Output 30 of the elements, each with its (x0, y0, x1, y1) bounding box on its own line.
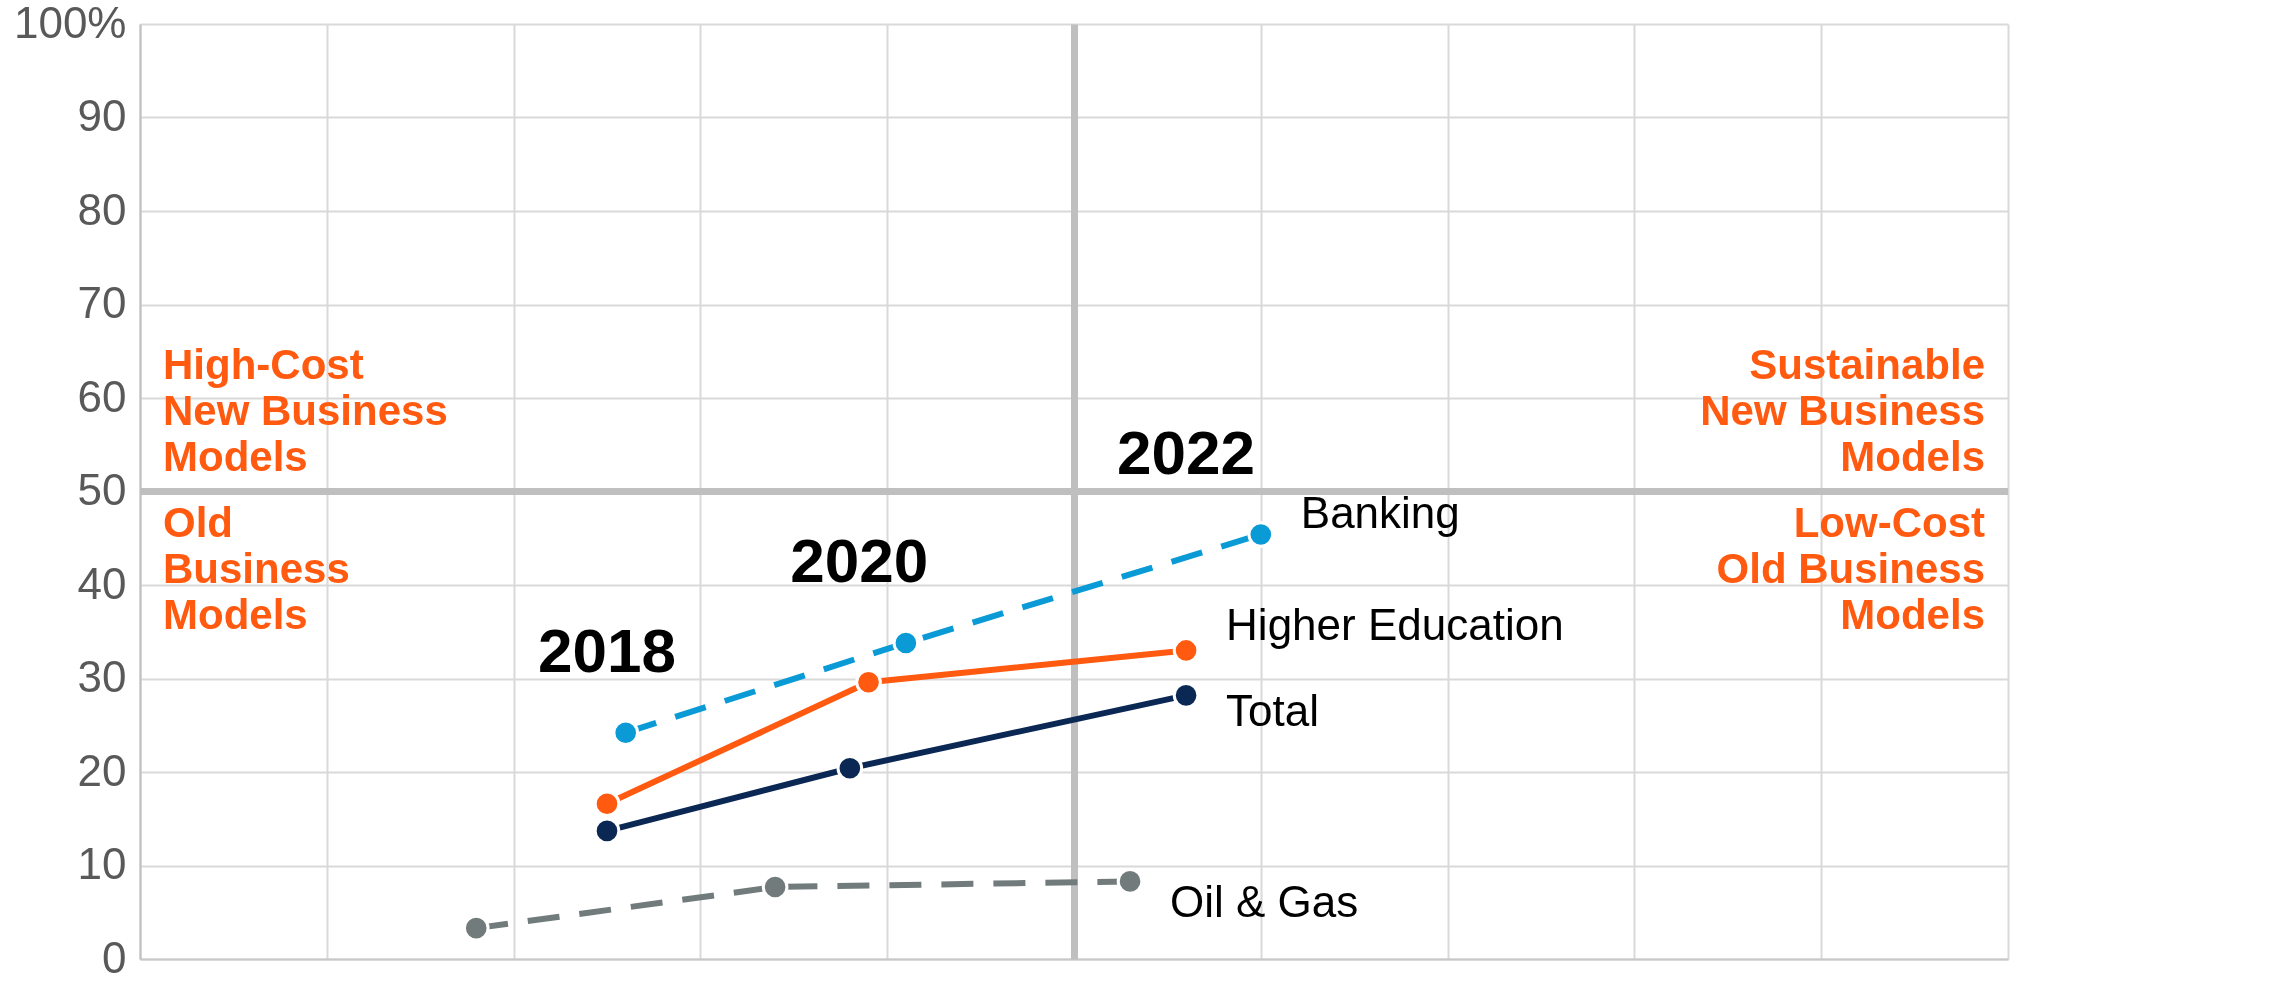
point (462, 914, 490, 942)
y-tick-label: 20 (77, 745, 127, 795)
y-tick-label: 50 (77, 465, 127, 514)
series-label: Banking (1300, 487, 1460, 537)
y-tick-label: 80 (77, 184, 127, 234)
point (892, 629, 920, 657)
y-tick-label: 40 (77, 558, 127, 608)
point (1247, 521, 1275, 548)
point (1172, 637, 1200, 664)
annotation: 2022 (1117, 417, 1256, 487)
y-tick-label: 30 (77, 652, 127, 701)
annotation: Old Business Models (163, 498, 350, 638)
annotation: High-Cost New Business Models (163, 340, 448, 480)
y-tick-label: 70 (77, 278, 127, 327)
annotation: 2020 (790, 525, 929, 595)
annotation: 2018 (538, 615, 676, 685)
annotation: Low-Cost Old Business Models (1716, 498, 1986, 638)
y-tick-label: 0 (102, 932, 127, 981)
series-label: Total (1226, 686, 1320, 736)
y-tick-label: 100% (13, 0, 127, 47)
y-tick-label: 90 (77, 91, 127, 140)
point (593, 817, 621, 845)
annotation: Sustainable New Business Models (1700, 340, 1985, 480)
series-label: Oil & Gas (1170, 877, 1359, 927)
point (1172, 682, 1200, 709)
y-tick-label: 60 (77, 371, 127, 421)
series-label: Higher Education (1226, 600, 1564, 650)
point (761, 873, 789, 901)
y-tick-label: 10 (77, 839, 127, 888)
point (1116, 868, 1144, 895)
